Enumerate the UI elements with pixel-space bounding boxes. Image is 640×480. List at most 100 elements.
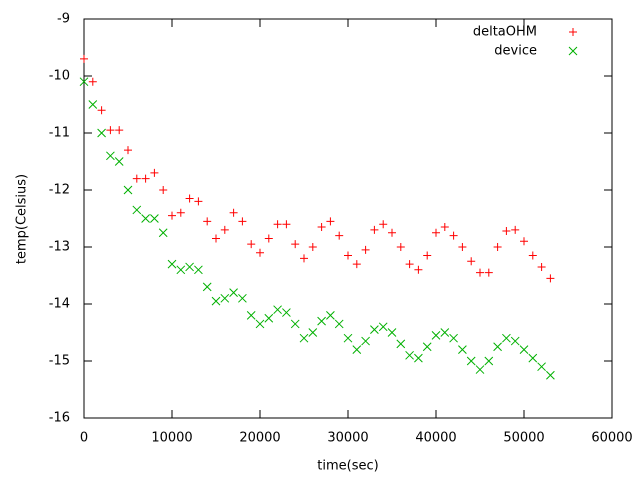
data-point [546,370,555,380]
data-point [115,126,124,135]
data-point [378,322,388,332]
data-point [343,333,353,343]
legend-marker [569,28,577,36]
data-point [520,237,528,246]
x-tick-label: 10000 [151,431,192,446]
data-point [203,217,212,226]
data-point [194,265,203,275]
data-point [168,211,176,220]
data-point [299,333,309,343]
x-tick-label: 20000 [239,431,280,446]
data-point [202,282,212,292]
data-point [132,205,142,215]
data-point [475,365,485,374]
data-point [546,274,555,283]
x-tick-label: 40000 [415,431,456,446]
data-point [414,265,423,274]
data-point [502,227,511,236]
data-point [396,339,406,349]
data-point [511,225,520,234]
data-point [247,240,256,249]
data-point [114,157,124,166]
data-point [273,305,282,315]
y-tick-label: -10 [49,69,70,84]
legend-label: device [494,44,537,59]
data-point [387,328,397,337]
data-point [141,214,150,223]
data-point [440,223,449,232]
data-point [440,328,450,337]
data-point [388,228,396,237]
data-point [361,336,370,346]
data-point [432,228,440,237]
data-point [106,126,115,135]
data-point [79,77,89,87]
data-point [159,186,168,194]
data-point [194,197,203,206]
data-point [88,77,97,86]
data-point [334,319,344,329]
data-point [229,208,238,217]
data-point [97,106,106,115]
data-point [124,146,132,155]
y-tick-label: -16 [49,411,70,426]
data-point [185,262,194,272]
data-point [185,194,194,203]
data-point [476,268,484,277]
data-point [300,254,308,263]
data-point [528,353,538,363]
data-point [291,240,300,249]
data-point [282,308,291,317]
y-tick-label: -12 [49,183,70,198]
data-point [212,234,220,243]
data-point [106,151,115,161]
y-axis-label: temp(Celsius) [15,174,30,264]
data-point [317,316,326,326]
data-point [211,296,221,306]
data-point [431,330,441,340]
data-point [150,168,159,177]
data-point [537,262,546,271]
data-point [361,245,370,254]
data-point [308,328,318,337]
data-point [132,174,141,183]
data-point [458,345,467,354]
x-tick-label: 30000 [327,431,368,446]
data-point [150,214,159,223]
data-point [493,342,502,352]
data-point [238,293,247,303]
data-point [484,268,493,277]
data-point [370,325,379,335]
data-point [255,319,265,329]
data-point [458,243,467,251]
data-point [484,356,494,366]
x-axis-label: time(sec) [317,459,378,474]
data-point [510,336,520,346]
data-point [256,248,264,257]
data-point [422,342,432,352]
data-point [326,217,335,226]
data-point [493,243,502,251]
data-point [396,243,405,251]
data-point [423,251,432,260]
data-point [449,333,458,343]
data-point [317,223,326,232]
x-tick-label: 0 [80,431,88,446]
data-point [379,220,388,229]
data-point [158,228,168,238]
y-tick-label: -11 [49,126,70,141]
data-point [273,220,282,229]
data-point [238,217,247,226]
data-point [352,345,362,354]
data-point [97,128,106,138]
x-tick-label: 50000 [503,431,544,446]
legend-label: deltaOHM [473,25,537,40]
data-point [246,311,256,320]
data-point [220,293,230,303]
data-point [528,251,537,260]
data-point [290,319,300,329]
data-point [352,260,361,269]
y-tick-label: -13 [49,240,70,255]
data-point [176,265,186,275]
